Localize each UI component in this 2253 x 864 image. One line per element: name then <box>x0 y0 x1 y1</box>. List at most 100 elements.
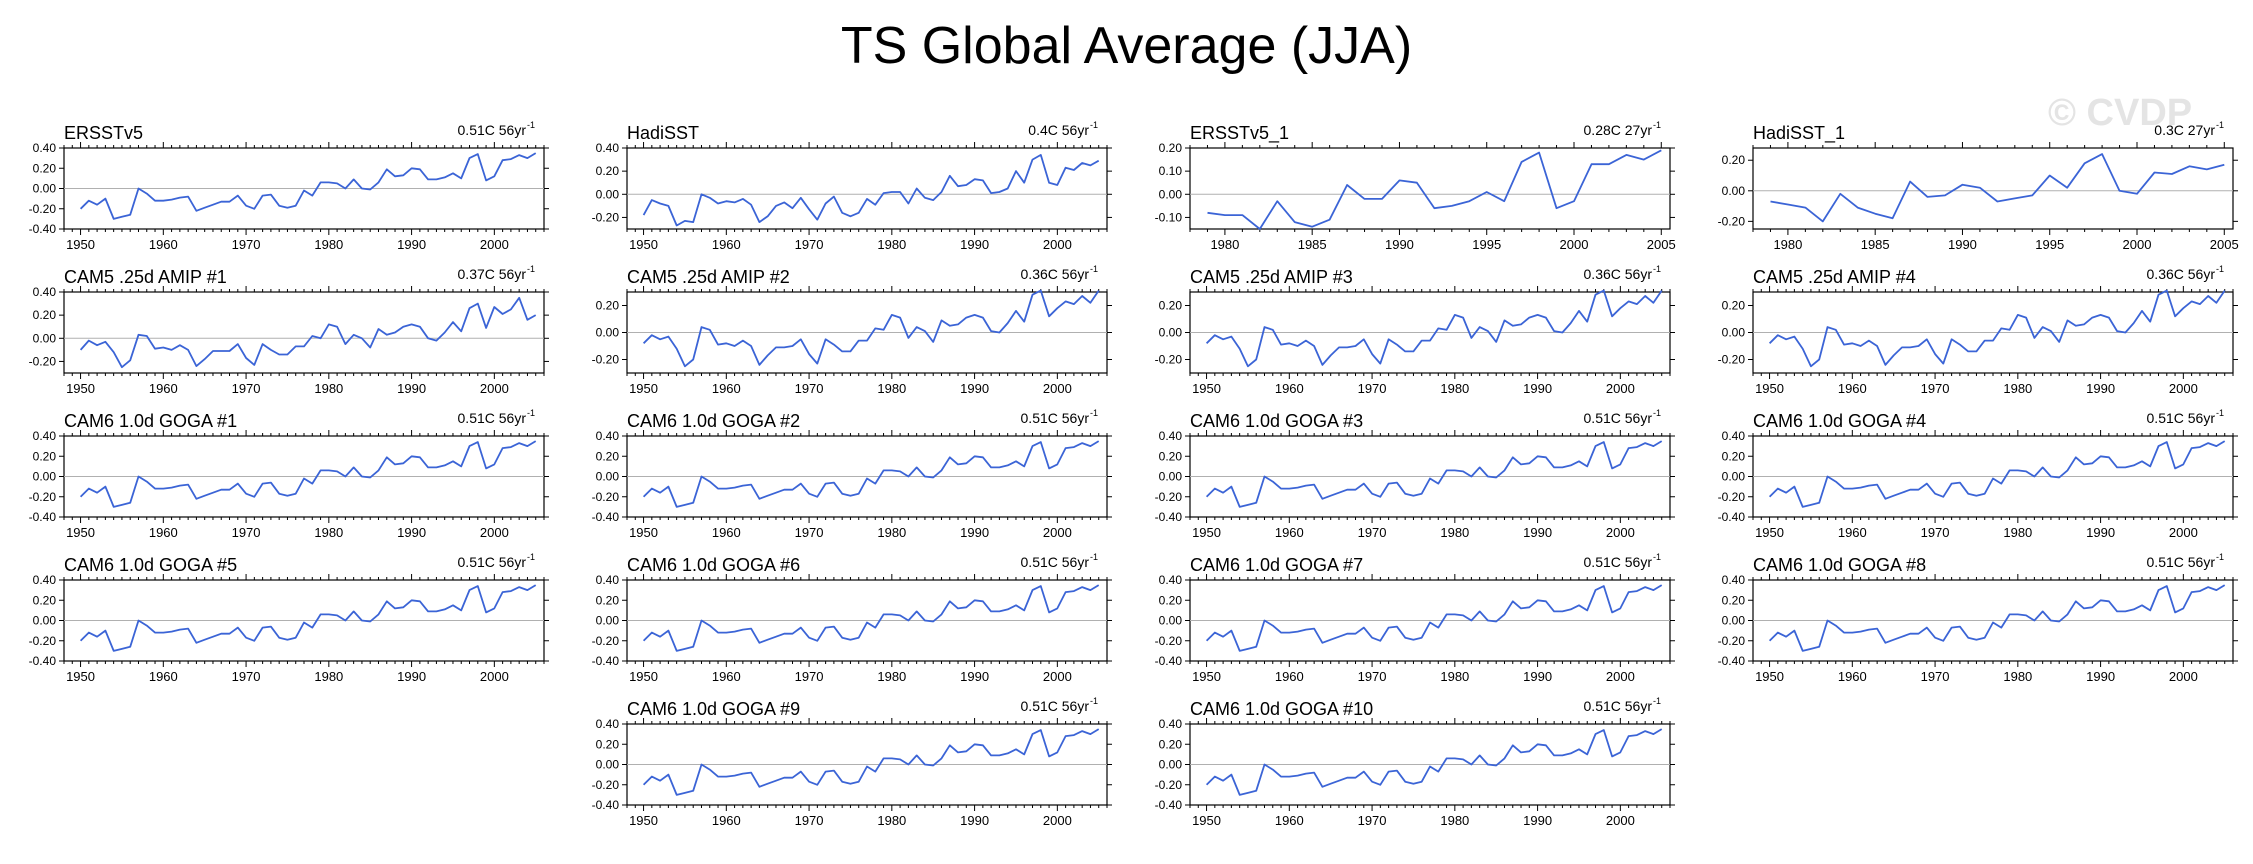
series-line <box>79 440 537 508</box>
trend-label: 0.51C 56yr <box>2147 554 2216 570</box>
y-tick-label: -0.20 <box>1155 634 1183 648</box>
x-tick-label: 1970 <box>1358 525 1387 540</box>
trend-superscript: -1 <box>2216 264 2224 274</box>
x-tick-label: 1980 <box>2003 669 2032 684</box>
series-line <box>1205 289 1663 368</box>
panel-title: HadiSST <box>627 123 699 143</box>
trend-superscript: -1 <box>527 408 535 418</box>
y-tick-label: 0.20 <box>1159 449 1183 463</box>
panel-title: CAM6 1.0d GOGA #7 <box>1190 555 1363 575</box>
panel-16: CAM6 1.0d GOGA #8 0.51C 56yr -1 0.40 0.20 0.0… <box>1718 552 2238 684</box>
y-tick-label: 0.00 <box>33 470 57 484</box>
trend-superscript: -1 <box>1090 264 1098 274</box>
y-tick-label: 0.00 <box>1722 326 1746 340</box>
trend-superscript: -1 <box>1653 264 1661 274</box>
x-tick-label: 1950 <box>629 237 658 252</box>
y-tick-label: -0.20 <box>29 634 57 648</box>
series-line <box>642 153 1100 227</box>
x-tick-label: 1980 <box>1440 813 1469 828</box>
x-tick-label: 2000 <box>1606 813 1635 828</box>
x-tick-label: 1970 <box>232 525 261 540</box>
y-tick-label: 0.40 <box>1159 717 1183 731</box>
x-tick-label: 1990 <box>397 237 426 252</box>
x-tick-label: 2000 <box>2169 669 2198 684</box>
x-tick-label: 1970 <box>1921 669 1950 684</box>
watermark: © CVDP <box>2048 92 2193 134</box>
x-tick-label: 1950 <box>1755 525 1784 540</box>
x-tick-label: 1980 <box>877 237 906 252</box>
x-tick-label: 1990 <box>397 381 426 396</box>
trend-superscript: -1 <box>1090 696 1098 706</box>
panel-13: CAM6 1.0d GOGA #5 0.51C 56yr -1 0.40 0.20 0.0… <box>29 552 549 684</box>
y-tick-label: 0.40 <box>596 141 620 155</box>
panel-title: CAM5 .25d AMIP #1 <box>64 267 227 287</box>
x-tick-label: 1950 <box>1192 381 1221 396</box>
x-tick-label: 2000 <box>1606 525 1635 540</box>
trend-label: 0.4C 56yr <box>1028 122 1089 138</box>
y-tick-label: 0.00 <box>1722 614 1746 628</box>
trend-label: 0.37C 56yr <box>458 266 527 282</box>
trend-superscript: -1 <box>2216 120 2224 130</box>
y-tick-label: 0.40 <box>596 429 620 443</box>
panel-4: HadiSST_1 0.3C 27yr -1 0.20 0.00 -0.20 1980 198… <box>1718 120 2239 252</box>
y-tick-label: 0.00 <box>596 470 620 484</box>
trend-superscript: -1 <box>1090 120 1098 130</box>
series-line <box>1205 728 1663 796</box>
x-tick-label: 1990 <box>1523 381 1552 396</box>
y-tick-label: 0.40 <box>1159 429 1183 443</box>
x-tick-label: 1960 <box>712 525 741 540</box>
y-tick-label: 0.40 <box>33 429 57 443</box>
x-tick-label: 1980 <box>877 813 906 828</box>
y-tick-label: 0.20 <box>33 161 57 175</box>
panel-title: ERSSTv5_1 <box>1190 123 1289 144</box>
panel-title: CAM5 .25d AMIP #2 <box>627 267 790 287</box>
x-tick-label: 1980 <box>1440 525 1469 540</box>
x-tick-label: 2000 <box>1606 669 1635 684</box>
trend-label: 0.51C 56yr <box>458 554 527 570</box>
y-tick-label: 0.40 <box>33 141 57 155</box>
x-tick-label: 1960 <box>1838 669 1867 684</box>
series-line <box>1205 584 1663 652</box>
y-tick-label: -0.40 <box>29 510 57 524</box>
x-tick-label: 1990 <box>2086 669 2115 684</box>
x-tick-label: 1990 <box>2086 381 2115 396</box>
y-tick-label: 0.00 <box>596 326 620 340</box>
panel-title: ERSSTv5 <box>64 123 143 143</box>
y-tick-label: -0.40 <box>29 654 57 668</box>
x-tick-label: 1970 <box>1358 669 1387 684</box>
panel-12: CAM6 1.0d GOGA #4 0.51C 56yr -1 0.40 0.20 0.0… <box>1718 408 2238 540</box>
x-tick-label: 1990 <box>397 669 426 684</box>
trend-label: 0.51C 56yr <box>1021 554 1090 570</box>
plot-frame <box>63 291 545 374</box>
trend-label: 0.28C 27yr <box>1584 122 1653 138</box>
series-line <box>642 440 1100 508</box>
x-tick-label: 1950 <box>66 525 95 540</box>
panel-11: CAM6 1.0d GOGA #3 0.51C 56yr -1 0.40 0.20 0.0… <box>1155 408 1675 540</box>
x-tick-label: 1960 <box>1838 381 1867 396</box>
x-tick-label: 1980 <box>1773 237 1802 252</box>
x-tick-label: 1980 <box>314 669 343 684</box>
x-tick-label: 1990 <box>960 525 989 540</box>
panel-7: CAM5 .25d AMIP #3 0.36C 56yr -1 0.20 0.00 -0.… <box>1155 264 1675 396</box>
y-tick-label: 0.20 <box>1159 593 1183 607</box>
y-tick-label: 0.20 <box>33 593 57 607</box>
x-tick-label: 1990 <box>1523 813 1552 828</box>
panel-title: CAM6 1.0d GOGA #4 <box>1753 411 1926 431</box>
x-tick-label: 2000 <box>480 381 509 396</box>
trend-superscript: -1 <box>2216 408 2224 418</box>
y-tick-label: 0.20 <box>596 737 620 751</box>
trend-label: 0.51C 56yr <box>1584 410 1653 426</box>
series-line <box>1768 440 2226 508</box>
y-tick-label: -0.10 <box>1155 210 1183 224</box>
x-tick-label: 1970 <box>795 669 824 684</box>
y-tick-label: 0.20 <box>1722 299 1746 313</box>
y-tick-label: -0.20 <box>592 490 620 504</box>
trend-label: 0.36C 56yr <box>1584 266 1653 282</box>
trend-superscript: -1 <box>527 552 535 562</box>
trend-label: 0.51C 56yr <box>1021 698 1090 714</box>
x-tick-label: 1980 <box>877 525 906 540</box>
y-tick-label: -0.20 <box>1718 353 1746 367</box>
x-tick-label: 1970 <box>1358 813 1387 828</box>
x-tick-label: 2000 <box>480 525 509 540</box>
series-line <box>642 584 1100 652</box>
